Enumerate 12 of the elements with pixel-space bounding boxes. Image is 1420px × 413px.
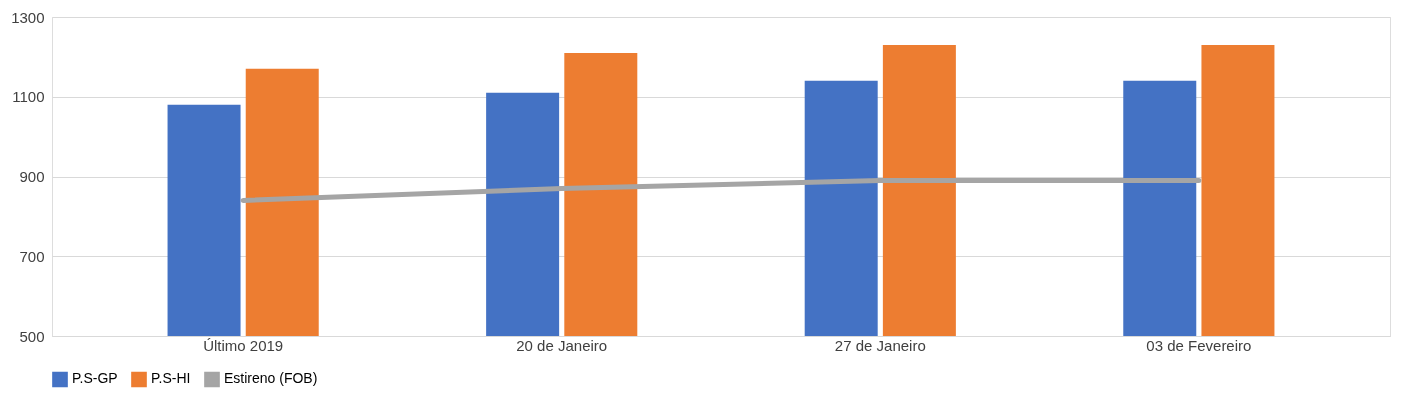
legend-label: Estireno (FOB) — [224, 370, 318, 387]
y-tick-label: 900 — [19, 168, 45, 185]
y-tick-label: 500 — [19, 327, 45, 345]
x-tick-label: 03 de Fevereiro — [1146, 336, 1252, 354]
x-tick-label: 27 de Janeiro — [834, 336, 926, 354]
y-tick-label: 1300 — [11, 8, 45, 26]
legend-label: P.S-GP — [72, 370, 118, 387]
x-tick-label: Último 2019 — [203, 336, 284, 354]
x-tick-label: 20 de Janeiro — [516, 336, 608, 354]
legend-label: P.S-HI — [151, 370, 191, 387]
y-tick-label: 700 — [19, 247, 45, 265]
y-tick-label: 1100 — [12, 88, 45, 106]
